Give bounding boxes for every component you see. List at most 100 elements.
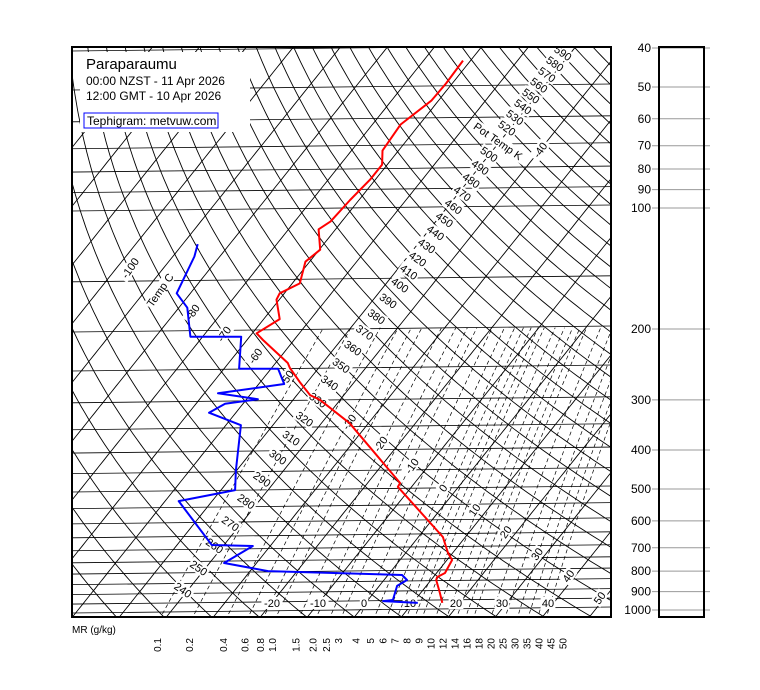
mixing-ratio-line bbox=[275, 327, 423, 617]
isotherm-label: 10 bbox=[465, 500, 484, 520]
mixing-ratio-line bbox=[329, 327, 468, 617]
mixing-ratio-label: 20 bbox=[486, 638, 497, 650]
label-backdrop bbox=[317, 371, 342, 394]
pressure-tick-label: 800 bbox=[631, 564, 651, 578]
isotherm-line bbox=[165, 60, 611, 617]
isotherm-line bbox=[447, 413, 611, 617]
dry-adiabat-line bbox=[255, 47, 611, 448]
bottom-temp-label: 30 bbox=[494, 597, 510, 610]
bottom-temp-label-text: 30 bbox=[496, 598, 508, 610]
pressure-tick-label: 200 bbox=[631, 322, 651, 336]
label-backdrop bbox=[423, 221, 448, 244]
label-backdrop bbox=[494, 117, 520, 139]
isotherm-line bbox=[634, 25, 760, 621]
mixing-ratio-label: 2.5 bbox=[322, 638, 333, 652]
label-backdrop bbox=[340, 337, 366, 359]
station-title: Paraparaumu bbox=[86, 56, 177, 73]
isobar-line bbox=[72, 606, 611, 614]
mixing-ratio-line bbox=[546, 419, 611, 617]
bottom-temp-label-text: 0 bbox=[361, 598, 367, 610]
bottom-temp-label-text: 20 bbox=[450, 598, 462, 610]
pressure-tick-label: 50 bbox=[638, 80, 652, 94]
mixing-ratio-line bbox=[247, 327, 399, 617]
dewpoint-profile-line bbox=[175, 243, 418, 604]
mixing-ratio-line bbox=[504, 330, 611, 617]
isobar-line bbox=[72, 556, 611, 564]
mixing-ratio-label: 35 bbox=[522, 638, 533, 650]
isotherm-label: 50 bbox=[590, 588, 609, 608]
isotherm-label: 0 bbox=[435, 481, 450, 495]
label-backdrop bbox=[502, 106, 528, 129]
dry-adiabat-line bbox=[293, 47, 611, 401]
label-backdrop bbox=[244, 343, 267, 369]
label-backdrop bbox=[477, 143, 502, 166]
mixing-ratio-label: 45 bbox=[546, 638, 557, 650]
isobar-line bbox=[72, 467, 611, 475]
isobar-line bbox=[72, 47, 469, 52]
isotherm-label-text: 50 bbox=[592, 590, 609, 607]
credit-link[interactable]: Tephigram: metvuw.com bbox=[87, 114, 216, 128]
label-backdrop bbox=[261, 597, 283, 609]
mixing-ratio-label: 10 bbox=[426, 638, 437, 650]
label-backdrop bbox=[414, 234, 439, 257]
isotherm-label-text: 10 bbox=[467, 502, 484, 519]
label-backdrop bbox=[518, 84, 544, 107]
label-backdrop bbox=[441, 195, 466, 218]
mixing-ratio-label: 0.1 bbox=[153, 638, 164, 652]
pressure-tick-label: 70 bbox=[638, 139, 652, 153]
label-backdrop bbox=[527, 544, 547, 564]
isobar-line bbox=[72, 186, 611, 194]
dry-adiabat-line bbox=[72, 326, 308, 617]
pressure-tick-label: 90 bbox=[638, 183, 652, 197]
mixing-ratio-line bbox=[537, 399, 611, 617]
label-backdrop bbox=[448, 597, 464, 609]
theta-label: 280 bbox=[234, 490, 259, 512]
mixing-ratio-label: 7 bbox=[390, 638, 401, 644]
theta-label: 300 bbox=[265, 446, 291, 468]
isobar-line bbox=[72, 502, 611, 510]
mixing-ratio-label: 0.6 bbox=[240, 638, 251, 652]
bottom-temp-label-text: -20 bbox=[264, 598, 280, 610]
isotherm-label-text: 40 bbox=[561, 568, 578, 585]
label-backdrop bbox=[307, 597, 329, 609]
label-backdrop bbox=[292, 408, 317, 430]
label-backdrop bbox=[459, 169, 484, 192]
temp-axis-label: Temp C bbox=[143, 270, 177, 310]
dry-adiabat-line bbox=[218, 47, 611, 497]
isotherm-line bbox=[72, 47, 341, 384]
label-backdrop bbox=[494, 597, 510, 609]
isotherm-line bbox=[72, 47, 388, 442]
mixing-ratio-line bbox=[359, 327, 493, 617]
mixing-ratio-line bbox=[341, 327, 478, 617]
grid-labels: 2402502602702802903003103203303403503603… bbox=[117, 47, 609, 610]
label-backdrop bbox=[369, 431, 392, 457]
mixing-ratio-line bbox=[490, 327, 602, 617]
pressure-tick-label: 900 bbox=[631, 585, 651, 599]
isobar-line bbox=[72, 517, 611, 525]
dry-adiabat-line bbox=[311, 47, 611, 378]
isotherm-label-text: 30 bbox=[529, 546, 546, 563]
label-backdrop bbox=[396, 260, 422, 283]
pressure-tick-label: 700 bbox=[631, 541, 651, 555]
label-backdrop bbox=[170, 579, 196, 601]
label-backdrop bbox=[432, 208, 457, 231]
mixing-ratio-line bbox=[299, 327, 442, 617]
dry-adiabat-line bbox=[517, 47, 611, 145]
mixing-ratio-line bbox=[414, 327, 539, 617]
isotherm-label: 40 bbox=[559, 566, 578, 586]
theta-label: 350 bbox=[329, 354, 354, 376]
label-backdrop bbox=[117, 253, 143, 283]
isotherm-label-text: 0 bbox=[437, 483, 450, 495]
label-backdrop bbox=[465, 500, 484, 520]
label-backdrop bbox=[352, 321, 377, 344]
label-backdrop bbox=[218, 512, 243, 535]
dry-adiabat-line bbox=[72, 506, 165, 617]
isobar-line bbox=[72, 446, 611, 454]
label-backdrop bbox=[359, 597, 369, 609]
mixing-ratio-line bbox=[465, 327, 581, 617]
bottom-temp-label: -10 bbox=[307, 597, 329, 610]
dry-adiabat-line bbox=[645, 25, 760, 621]
dry-adiabat-line bbox=[180, 47, 611, 548]
mixing-ratio-label: 4 bbox=[352, 638, 363, 644]
pressure-tick-label: 40 bbox=[638, 41, 652, 55]
